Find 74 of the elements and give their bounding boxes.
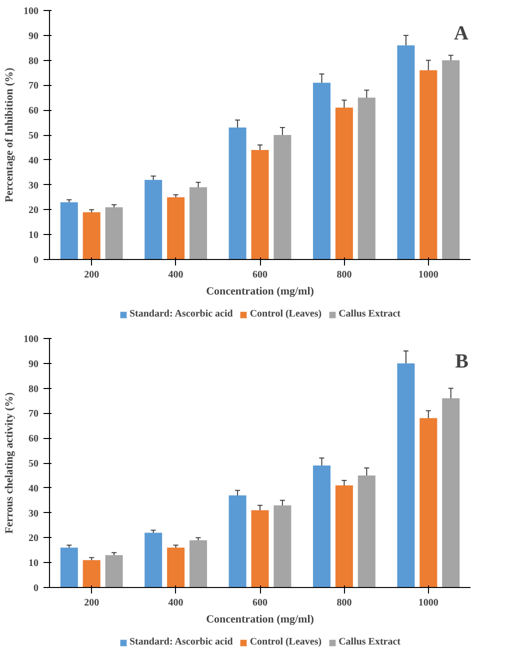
legend-label: Callus Extract (338, 636, 401, 648)
x-tick-label: 600 (252, 598, 268, 608)
legend-label: Callus Extract (338, 308, 401, 320)
bar (420, 418, 438, 588)
x-tick-label: 1000 (418, 270, 438, 280)
legend-label: Standard: Ascorbic acid (129, 308, 233, 320)
bar (442, 60, 460, 260)
bar (189, 540, 208, 588)
x-tick-label: 200 (84, 270, 100, 280)
bar (397, 45, 415, 260)
legend-label: Control (Leaves) (250, 308, 322, 320)
y-axis-title: Percentage of Inhibition (%) (4, 67, 16, 202)
bar (167, 197, 185, 260)
bar (105, 207, 123, 260)
bar (335, 485, 353, 588)
bar (358, 475, 376, 588)
annotation: A (454, 22, 470, 44)
y-tick-label: 0 (34, 583, 38, 594)
bar (82, 212, 100, 260)
bar (60, 202, 78, 260)
x-axis-title: Concentration (mg/ml) (206, 614, 314, 626)
y-tick-label: 90 (28, 358, 38, 370)
y-tick-label: 20 (28, 533, 38, 544)
bar (442, 398, 460, 588)
y-tick-label: 60 (28, 434, 38, 445)
legend-label: Control (Leaves) (250, 636, 322, 648)
x-axis-title: Concentration (mg/ml) (206, 286, 314, 298)
y-tick-label: 50 (28, 130, 38, 142)
bar (312, 82, 331, 260)
bar (105, 555, 123, 588)
y-tick-label: 70 (28, 80, 38, 92)
bar (144, 180, 162, 260)
bar (397, 363, 415, 588)
y-tick-label: 40 (28, 483, 38, 494)
x-tick-label: 600 (252, 270, 268, 280)
y-tick-label: 10 (28, 230, 38, 242)
y-tick-label: 50 (28, 458, 38, 470)
annotation: B (455, 350, 469, 372)
y-tick-label: 0 (34, 255, 38, 266)
bar (274, 135, 292, 260)
y-tick-label: 10 (28, 558, 38, 570)
y-tick-label: 60 (28, 106, 38, 117)
bar (274, 505, 292, 588)
x-tick-label: 800 (336, 598, 352, 608)
y-tick-label: 100 (24, 334, 38, 345)
bar (189, 187, 208, 260)
bar (335, 108, 353, 260)
y-tick-label: 80 (28, 384, 38, 395)
x-tick-label: 400 (168, 598, 184, 608)
x-tick-label: 400 (168, 270, 184, 280)
y-axis-title: Ferrous chelating activity (%) (4, 392, 16, 534)
y-tick-label: 20 (28, 205, 38, 216)
bar (251, 150, 269, 260)
x-tick-label: 800 (336, 270, 352, 280)
legend-label: Standard: Ascorbic acid (129, 636, 233, 648)
x-tick-label: 1000 (418, 598, 438, 608)
bar (358, 98, 376, 260)
y-tick-label: 80 (28, 56, 38, 67)
bar (228, 495, 246, 588)
y-tick-label: 100 (24, 6, 38, 17)
y-tick-label: 30 (28, 180, 38, 192)
bar (251, 510, 269, 588)
y-tick-label: 30 (28, 508, 38, 520)
bar (228, 128, 246, 260)
bar (167, 548, 185, 588)
bar (60, 548, 78, 588)
bar (420, 70, 438, 260)
y-tick-label: 40 (28, 155, 38, 166)
y-tick-label: 70 (28, 408, 38, 420)
x-tick-label: 200 (84, 598, 100, 608)
bar (312, 465, 331, 588)
y-tick-label: 90 (28, 30, 38, 42)
bar (144, 532, 162, 588)
bar (82, 560, 100, 588)
